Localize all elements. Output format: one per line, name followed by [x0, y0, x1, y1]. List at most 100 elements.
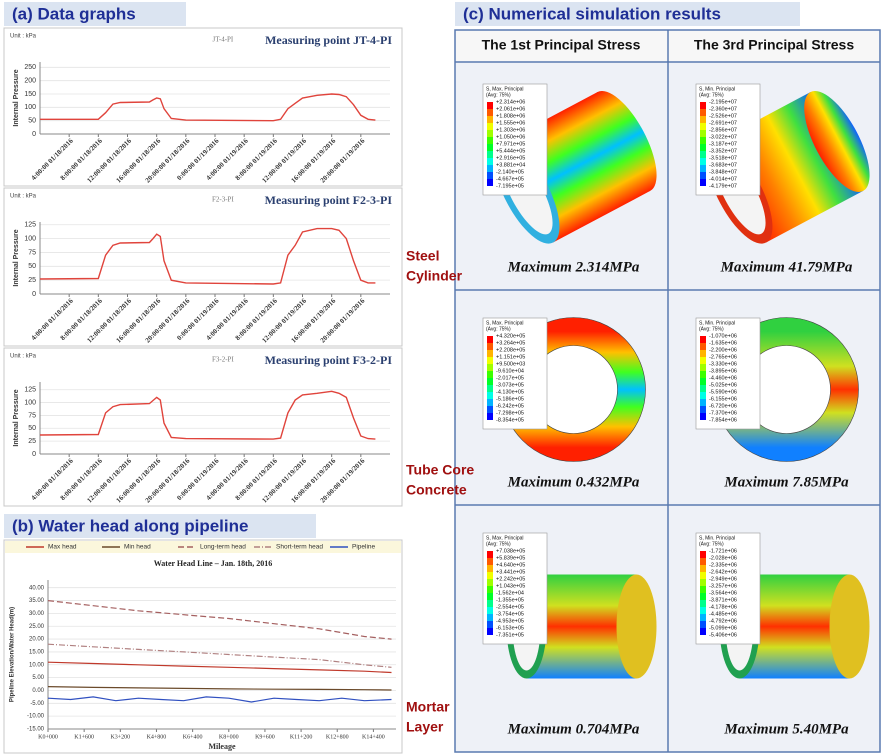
contour-swatch	[700, 392, 706, 399]
contour-swatch	[487, 151, 493, 158]
contour-legend-value: -2.949e+06	[709, 576, 737, 582]
contour-legend-value: +2.061e+06	[496, 106, 525, 112]
y-tick-label: 150	[24, 91, 36, 98]
contour-legend-value: +3.264e+05	[496, 340, 525, 346]
contour-swatch	[487, 179, 493, 186]
y-tick-label: -5.00	[30, 701, 44, 707]
contour-legend-value: -1.355e+05	[496, 597, 524, 603]
contour-legend-value: -4.130e+05	[496, 389, 524, 395]
chart-title: Measuring point F2-3-PI	[265, 193, 393, 207]
contour-swatch	[700, 158, 706, 165]
contour-legend-value: -6.153e+05	[496, 625, 524, 631]
x-tick-label: K4+800	[147, 734, 167, 740]
contour-legend-value: -3.073e+05	[496, 382, 524, 388]
contour-swatch	[487, 413, 493, 420]
result-caption: Maximum 7.85MPa	[723, 474, 849, 490]
y-tick-label: 200	[24, 78, 36, 85]
y-tick-label: 100	[24, 235, 36, 242]
y-tick-label: -10.00	[27, 714, 45, 720]
contour-swatch	[487, 392, 493, 399]
y-tick-label: 100	[24, 104, 36, 111]
cylinder-end	[617, 575, 657, 679]
contour-swatch	[487, 406, 493, 413]
contour-legend-value: +1.151e+05	[496, 354, 525, 360]
contour-swatch	[487, 357, 493, 364]
contour-swatch	[700, 565, 706, 572]
contour-swatch	[487, 343, 493, 350]
contour-legend-value: -2.360e+07	[709, 106, 737, 112]
y-axis-label: Internal Pressure	[13, 69, 20, 126]
contour-swatch	[700, 600, 706, 607]
unit-label: Unit : kPa	[10, 194, 37, 200]
x-tick-label: K14+400	[362, 734, 385, 740]
y-tick-label: 5.00	[32, 675, 44, 681]
y-tick-label: 125	[24, 387, 36, 394]
contour-swatch	[700, 151, 706, 158]
contour-swatch	[700, 385, 706, 392]
contour-legend-title: (Avg: 75%)	[699, 92, 724, 98]
contour-legend-value: +1.303e+06	[496, 127, 525, 133]
result-caption: Maximum 0.432MPa	[507, 474, 640, 490]
y-tick-label: 0	[32, 131, 36, 138]
figure: (a) Data graphs(b) Water head along pipe…	[0, 0, 881, 755]
contour-legend-value: -6.720e+06	[709, 403, 737, 409]
y-tick-label: 25	[28, 277, 36, 284]
chart-title: Measuring point JT-4-PI	[265, 33, 392, 47]
contour-swatch	[487, 350, 493, 357]
row-label: Mortar	[406, 699, 450, 715]
y-tick-label: 50	[28, 263, 36, 270]
contour-legend-value: -3.187e+07	[709, 141, 737, 147]
contour-legend-title: (Avg: 75%)	[486, 541, 511, 547]
contour-swatch	[487, 378, 493, 385]
contour-legend-value: -3.257e+06	[709, 583, 737, 589]
contour-legend-value: -4.014e+07	[709, 176, 737, 182]
contour-swatch	[700, 144, 706, 151]
contour-legend-value: -3.895e+06	[709, 368, 737, 374]
y-tick-label: 30.00	[29, 611, 45, 617]
contour-legend-title: (Avg: 75%)	[486, 326, 511, 332]
row-label: Steel	[406, 248, 439, 264]
contour-swatch	[487, 614, 493, 621]
contour-swatch	[487, 364, 493, 371]
y-tick-label: -15.00	[27, 727, 45, 733]
contour-swatch	[487, 109, 493, 116]
legend-label: Short-term head	[276, 544, 323, 551]
contour-legend-value: +5.444e+05	[496, 148, 525, 154]
y-tick-label: 40.00	[29, 585, 45, 591]
contour-swatch	[487, 551, 493, 558]
contour-legend-value: -1.562e+04	[496, 590, 524, 596]
contour-legend-value: -4.460e+06	[709, 375, 737, 381]
contour-legend-value: -4.792e+06	[709, 618, 737, 624]
contour-legend-value: -2.335e+06	[709, 562, 737, 568]
contour-swatch	[487, 600, 493, 607]
x-tick-label: K1+600	[74, 734, 94, 740]
contour-legend-value: -2.856e+07	[709, 127, 737, 133]
contour-swatch	[700, 371, 706, 378]
contour-legend-value: -3.518e+07	[709, 155, 737, 161]
chart-frame	[4, 540, 402, 753]
row-label: Cylinder	[406, 268, 463, 284]
contour-legend-value: +7.038e+05	[496, 548, 525, 554]
contour-legend-value: -2.140e+05	[496, 169, 524, 175]
contour-swatch	[700, 165, 706, 172]
y-tick-label: 75	[28, 412, 36, 419]
contour-legend-value: -5.186e+05	[496, 396, 524, 402]
y-tick-label: 15.00	[29, 650, 45, 656]
y-tick-label: 100	[24, 399, 36, 406]
contour-legend-value: -3.754e+05	[496, 611, 524, 617]
contour-legend-value: -2.765e+06	[709, 354, 737, 360]
contour-swatch	[487, 572, 493, 579]
contour-legend-value: +3.441e+05	[496, 569, 525, 575]
contour-swatch	[700, 586, 706, 593]
y-tick-label: 25.00	[29, 624, 45, 630]
contour-swatch	[487, 586, 493, 593]
contour-legend-value: -2.554e+05	[496, 604, 524, 610]
contour-legend-title: (Avg: 75%)	[699, 541, 724, 547]
contour-legend-value: -4.179e+07	[709, 183, 737, 189]
contour-swatch	[700, 621, 706, 628]
x-tick-label: K8+000	[219, 734, 239, 740]
contour-swatch	[700, 123, 706, 130]
contour-legend-value: -9.610e+04	[496, 368, 524, 374]
contour-legend-value: -3.352e+07	[709, 148, 737, 154]
legend-label: Max head	[48, 544, 77, 551]
